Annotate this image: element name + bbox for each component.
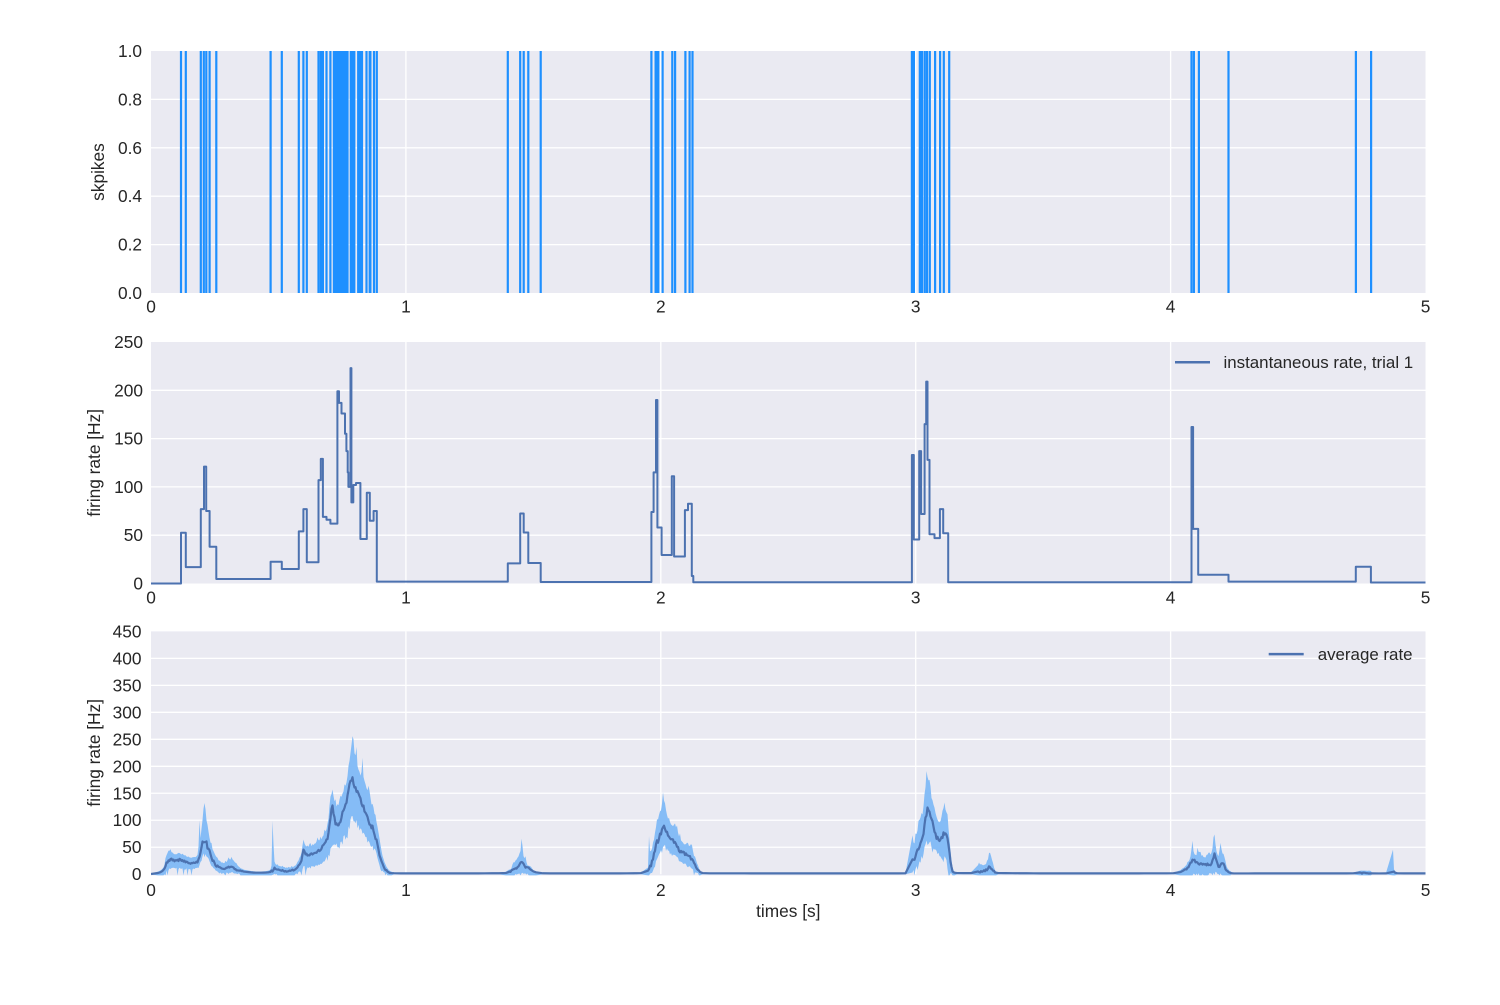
svg-text:times [s]: times [s]: [756, 901, 820, 921]
svg-text:0: 0: [146, 588, 156, 608]
svg-text:5: 5: [1421, 297, 1431, 317]
svg-text:3: 3: [911, 880, 921, 900]
svg-text:50: 50: [124, 525, 143, 545]
svg-text:0: 0: [146, 297, 156, 317]
svg-text:150: 150: [114, 429, 143, 449]
svg-text:2: 2: [656, 297, 666, 317]
svg-text:2: 2: [656, 880, 666, 900]
svg-text:150: 150: [113, 783, 142, 803]
svg-text:firing rate [Hz]: firing rate [Hz]: [84, 699, 104, 807]
svg-text:0.4: 0.4: [118, 186, 142, 206]
svg-text:4: 4: [1166, 297, 1176, 317]
svg-text:450: 450: [113, 621, 142, 641]
svg-text:1: 1: [401, 588, 411, 608]
svg-text:0.8: 0.8: [118, 89, 142, 109]
svg-text:2: 2: [656, 588, 666, 608]
svg-text:1: 1: [401, 297, 411, 317]
svg-text:average rate: average rate: [1318, 645, 1413, 664]
svg-text:250: 250: [114, 332, 143, 352]
svg-text:0.0: 0.0: [118, 283, 142, 303]
svg-text:instantaneous rate, trial 1: instantaneous rate, trial 1: [1224, 353, 1414, 372]
svg-text:0.6: 0.6: [118, 138, 142, 158]
svg-text:300: 300: [113, 702, 142, 722]
svg-text:250: 250: [113, 729, 142, 749]
svg-text:0: 0: [133, 574, 143, 594]
svg-text:0: 0: [146, 880, 156, 900]
svg-text:400: 400: [113, 648, 142, 668]
svg-text:200: 200: [114, 380, 143, 400]
svg-text:3: 3: [911, 297, 921, 317]
svg-text:5: 5: [1421, 588, 1431, 608]
svg-text:4: 4: [1166, 588, 1176, 608]
svg-text:skpikes: skpikes: [88, 143, 108, 201]
svg-text:350: 350: [113, 675, 142, 695]
svg-text:100: 100: [114, 477, 143, 497]
svg-text:100: 100: [113, 810, 142, 830]
svg-text:1.0: 1.0: [118, 41, 142, 61]
svg-text:0.2: 0.2: [118, 235, 142, 255]
svg-text:firing rate [Hz]: firing rate [Hz]: [84, 409, 104, 517]
svg-text:200: 200: [113, 756, 142, 776]
svg-text:1: 1: [401, 880, 411, 900]
svg-text:5: 5: [1421, 880, 1431, 900]
svg-text:4: 4: [1166, 880, 1176, 900]
svg-text:50: 50: [122, 837, 141, 857]
svg-text:0: 0: [132, 864, 142, 884]
svg-text:3: 3: [911, 588, 921, 608]
